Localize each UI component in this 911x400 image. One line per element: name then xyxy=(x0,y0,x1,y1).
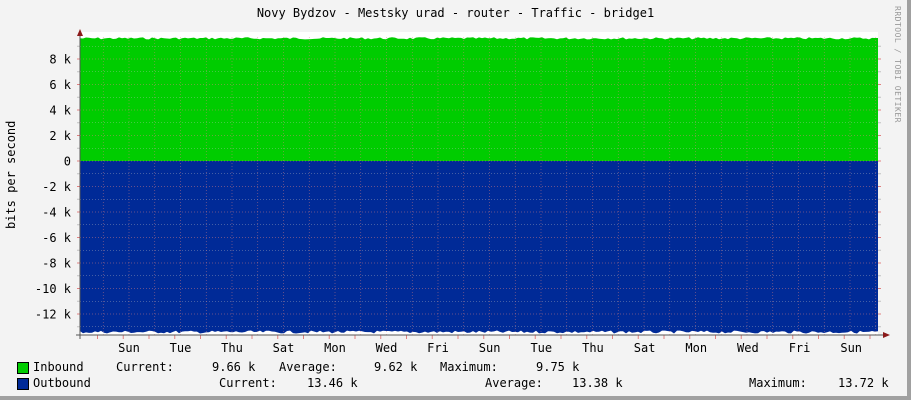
y-tick-label: 4 k xyxy=(49,104,71,118)
legend-row-inbound: Inbound Current: 9.66 k Average: 9.62 k … xyxy=(0,360,900,376)
y-tick-label: -4 k xyxy=(42,206,72,220)
inbound-average-value: 9.62 k xyxy=(374,360,418,374)
x-tick-label: Sat xyxy=(634,341,656,355)
rrdtool-watermark: RRDTOOL / TOBI OETIKER xyxy=(893,6,902,123)
outbound-maximum-label: Maximum: xyxy=(749,376,807,390)
outbound-average-value: 13.38 k xyxy=(572,376,623,390)
x-tick-label: Thu xyxy=(582,341,604,355)
inbound-swatch xyxy=(17,362,29,374)
y-tick-label: -10 k xyxy=(35,282,72,296)
outbound-swatch xyxy=(17,378,29,390)
x-tick-label: Fri xyxy=(427,341,449,355)
x-tick-label: Tue xyxy=(170,341,192,355)
inbound-maximum-value: 9.75 k xyxy=(536,360,580,374)
x-tick-label: Sun xyxy=(118,341,140,355)
inbound-area xyxy=(80,37,878,162)
x-tick-label: Sat xyxy=(273,341,295,355)
inbound-average-label: Average: xyxy=(279,360,337,374)
outbound-label: Outbound xyxy=(33,376,91,390)
x-tick-label: Sun xyxy=(479,341,501,355)
y-tick-label: -6 k xyxy=(42,231,72,245)
legend-row-outbound: Outbound Current: 13.46 k Average: 13.38… xyxy=(0,376,900,392)
inbound-current-label: Current: xyxy=(116,360,174,374)
x-tick-label: Tue xyxy=(530,341,552,355)
y-tick-label: -2 k xyxy=(42,180,72,194)
outbound-average-label: Average: xyxy=(485,376,543,390)
inbound-current-value: 9.66 k xyxy=(212,360,256,374)
outbound-current-value: 13.46 k xyxy=(307,376,358,390)
y-tick-label: 6 k xyxy=(49,78,71,92)
x-tick-label: Mon xyxy=(685,341,707,355)
y-tick-label: 0 xyxy=(64,155,71,169)
x-tick-label: Fri xyxy=(789,341,811,355)
x-tick-label: Sun xyxy=(840,341,862,355)
legend: Inbound Current: 9.66 k Average: 9.62 k … xyxy=(0,360,911,396)
outbound-current-label: Current: xyxy=(219,376,277,390)
y-axis-arrow-icon xyxy=(77,29,83,36)
traffic-chart: 8 k 6 k 4 k 2 k 0 -2 k -4 k -6 k -8 k -10 k -12 k S… xyxy=(35,29,890,355)
x-axis-arrow-icon xyxy=(883,332,890,338)
x-tick-label: Wed xyxy=(376,341,398,355)
outbound-maximum-value: 13.72 k xyxy=(838,376,889,390)
graph-title: Novy Bydzov - Mestsky urad - router - Tr… xyxy=(256,6,655,20)
inbound-maximum-label: Maximum: xyxy=(440,360,498,374)
y-tick-label: -8 k xyxy=(42,257,72,271)
y-tick-label: -12 k xyxy=(35,308,72,322)
x-tick-label: Wed xyxy=(737,341,759,355)
x-tick-label: Thu xyxy=(221,341,243,355)
y-tick-label: 2 k xyxy=(49,129,71,143)
inbound-label: Inbound xyxy=(33,360,84,374)
y-tick-label: 8 k xyxy=(49,53,71,67)
x-tick-label: Mon xyxy=(324,341,346,355)
outbound-area xyxy=(80,161,878,334)
